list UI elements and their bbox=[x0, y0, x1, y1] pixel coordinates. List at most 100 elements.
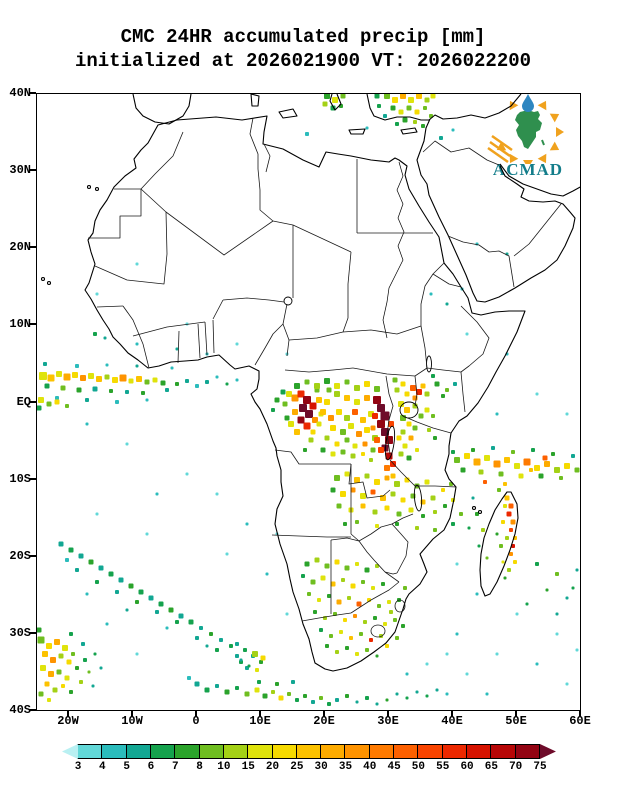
precip-cell bbox=[308, 437, 314, 443]
lat-tick bbox=[29, 631, 36, 634]
lat-tick bbox=[29, 92, 36, 94]
precip-cell bbox=[518, 473, 524, 479]
lon-axis-label: 60E bbox=[569, 714, 591, 728]
precip-cell bbox=[262, 693, 268, 699]
precip-cell bbox=[390, 473, 396, 479]
precip-cell bbox=[278, 695, 284, 701]
lon-tick bbox=[515, 710, 517, 717]
precip-cell bbox=[503, 482, 507, 486]
precip-cell bbox=[39, 372, 47, 380]
precip-cell bbox=[375, 524, 379, 528]
precip-cell bbox=[285, 612, 289, 616]
precip-cell bbox=[395, 522, 399, 526]
colorbar-value: 35 bbox=[338, 761, 353, 773]
precip-cell bbox=[390, 491, 396, 497]
precip-cell bbox=[406, 455, 412, 461]
precip-cell bbox=[345, 694, 349, 698]
precip-cell bbox=[497, 488, 501, 492]
colorbar-value: 55 bbox=[436, 761, 450, 773]
precip-cell bbox=[125, 608, 129, 612]
precip-cell bbox=[505, 536, 509, 540]
precip-cell bbox=[135, 262, 139, 266]
colorbar-value: 15 bbox=[241, 761, 255, 773]
precip-cell bbox=[325, 644, 329, 648]
precip-cell bbox=[259, 660, 263, 664]
precip-cell bbox=[317, 598, 321, 602]
precip-cell bbox=[495, 652, 499, 656]
precip-cell bbox=[454, 457, 460, 463]
precip-cell bbox=[348, 423, 354, 429]
precip-cell bbox=[424, 407, 430, 413]
precip-cell bbox=[395, 692, 399, 696]
precip-cell bbox=[504, 495, 510, 501]
precip-cell bbox=[475, 592, 479, 596]
precip-cell bbox=[413, 120, 417, 124]
precip-cell bbox=[433, 510, 437, 514]
lake-tanganyika bbox=[384, 425, 396, 461]
lon-axis-label: 20W bbox=[57, 714, 79, 728]
precip-cell bbox=[85, 398, 89, 402]
precip-cell bbox=[284, 415, 290, 421]
precip-cell bbox=[93, 332, 97, 336]
precip-cell bbox=[128, 583, 134, 589]
precip-cell bbox=[365, 696, 369, 700]
colorbar-segment bbox=[490, 744, 516, 759]
precip-cell bbox=[359, 632, 363, 636]
colorbar-segment bbox=[441, 744, 467, 759]
precip-cell bbox=[445, 302, 449, 306]
precip-cell bbox=[373, 616, 377, 620]
precip-cell bbox=[565, 596, 569, 600]
acmad-logo: ACMAD bbox=[476, 92, 580, 188]
colorbar-scale bbox=[62, 744, 556, 759]
precip-cell bbox=[280, 389, 286, 395]
precip-cell bbox=[534, 465, 540, 471]
water-drop-icon bbox=[522, 94, 534, 112]
precip-cell bbox=[495, 532, 499, 536]
precip-cell bbox=[344, 379, 350, 385]
cyprus-island bbox=[400, 127, 418, 135]
precip-cell bbox=[324, 378, 330, 384]
precip-cell bbox=[433, 528, 437, 532]
precip-cell bbox=[47, 698, 51, 702]
colorbar-segment bbox=[149, 744, 176, 759]
lon-tick bbox=[195, 710, 197, 717]
precip-cell bbox=[91, 684, 95, 688]
lon-axis-label: 10W bbox=[121, 714, 143, 728]
precip-cell bbox=[360, 503, 366, 509]
lat-tick bbox=[29, 246, 36, 249]
precip-cell bbox=[478, 469, 484, 475]
precip-cell bbox=[38, 691, 44, 697]
precip-cell bbox=[235, 342, 239, 346]
lat-tick bbox=[29, 169, 36, 172]
precip-cell bbox=[383, 114, 387, 118]
precip-cell bbox=[555, 572, 559, 576]
precip-cell bbox=[81, 642, 85, 646]
precip-cell bbox=[356, 431, 362, 437]
precip-cell bbox=[459, 512, 463, 516]
precip-cell bbox=[314, 383, 320, 389]
precip-cell bbox=[55, 396, 59, 400]
precip-cell bbox=[361, 452, 365, 456]
precip-cell bbox=[396, 435, 402, 441]
precip-cell bbox=[136, 376, 142, 382]
precip-cell bbox=[394, 387, 400, 393]
precip-cell bbox=[410, 385, 416, 391]
lat-axis-label: 30S bbox=[9, 625, 31, 640]
precip-cell bbox=[327, 594, 331, 598]
precip-cell bbox=[559, 476, 563, 480]
lon-axis-label: 20E bbox=[313, 714, 335, 728]
precip-cell bbox=[387, 600, 391, 604]
precip-cell bbox=[484, 455, 490, 461]
precip-cell bbox=[392, 97, 398, 103]
precip-cell bbox=[427, 428, 431, 432]
precip-cell bbox=[363, 620, 367, 624]
precip-cell bbox=[185, 379, 189, 383]
precip-cell bbox=[389, 610, 393, 614]
precip-cell bbox=[344, 415, 350, 421]
lon-axis-label: 0 bbox=[192, 714, 200, 728]
precip-cell bbox=[349, 636, 353, 640]
precip-cell bbox=[370, 425, 376, 431]
precip-cell bbox=[108, 571, 114, 577]
precip-cell bbox=[40, 665, 46, 671]
colorbar-segment bbox=[101, 744, 127, 759]
